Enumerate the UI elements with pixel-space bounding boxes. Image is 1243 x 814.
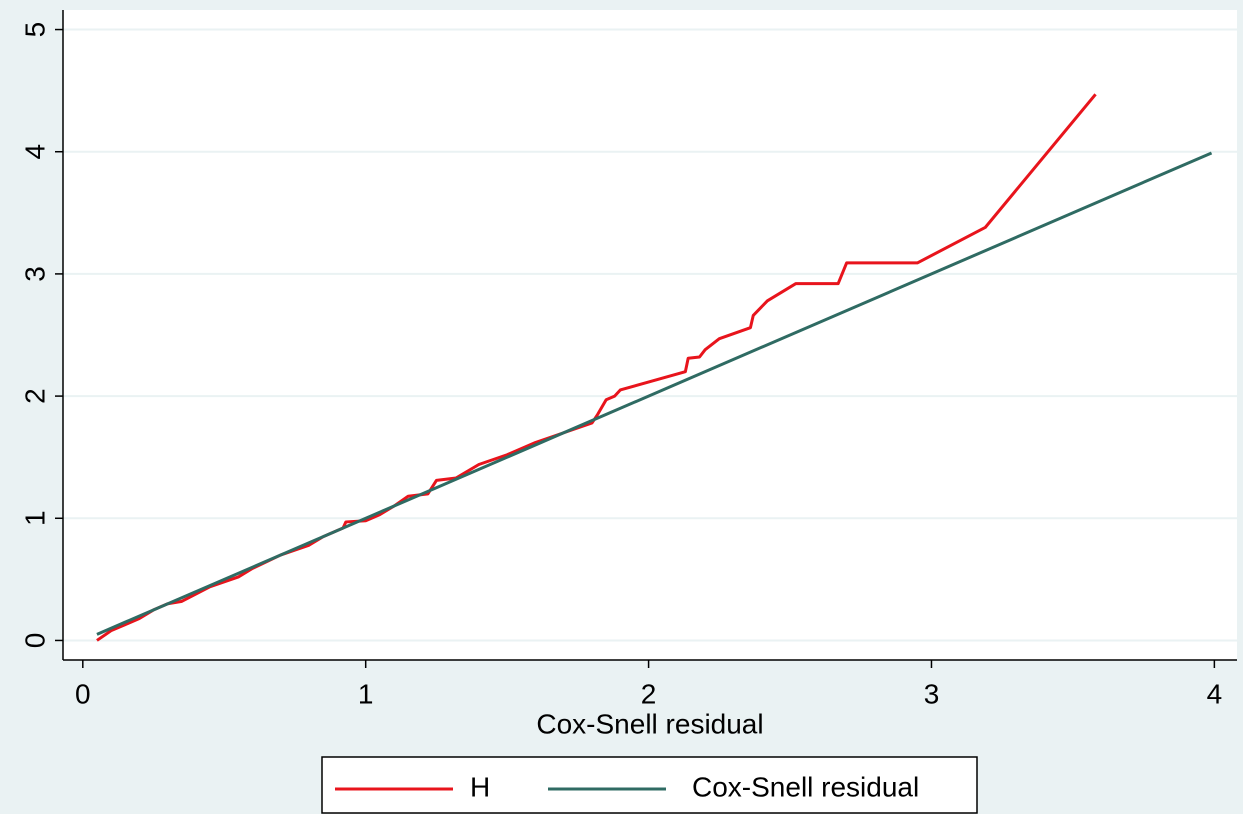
legend-label: Cox-Snell residual (692, 771, 919, 802)
y-tick-label: 5 (19, 22, 50, 38)
y-tick-label: 4 (19, 144, 50, 160)
x-axis-label: Cox-Snell residual (536, 708, 763, 739)
x-tick-label: 4 (1207, 678, 1223, 709)
y-tick-label: 2 (19, 388, 50, 404)
y-tick-label: 3 (19, 266, 50, 282)
legend-box (321, 756, 978, 814)
x-tick-label: 3 (924, 678, 940, 709)
x-tick-label: 2 (641, 678, 657, 709)
line-series (96, 151, 1213, 636)
legend-label: H (470, 771, 490, 802)
line-series (96, 93, 1097, 642)
plot-area (63, 10, 1237, 660)
x-tick-label: 1 (358, 678, 374, 709)
x-tick-label: 0 (75, 678, 91, 709)
y-tick-label: 1 (19, 510, 50, 526)
y-tick-label: 0 (19, 633, 50, 649)
